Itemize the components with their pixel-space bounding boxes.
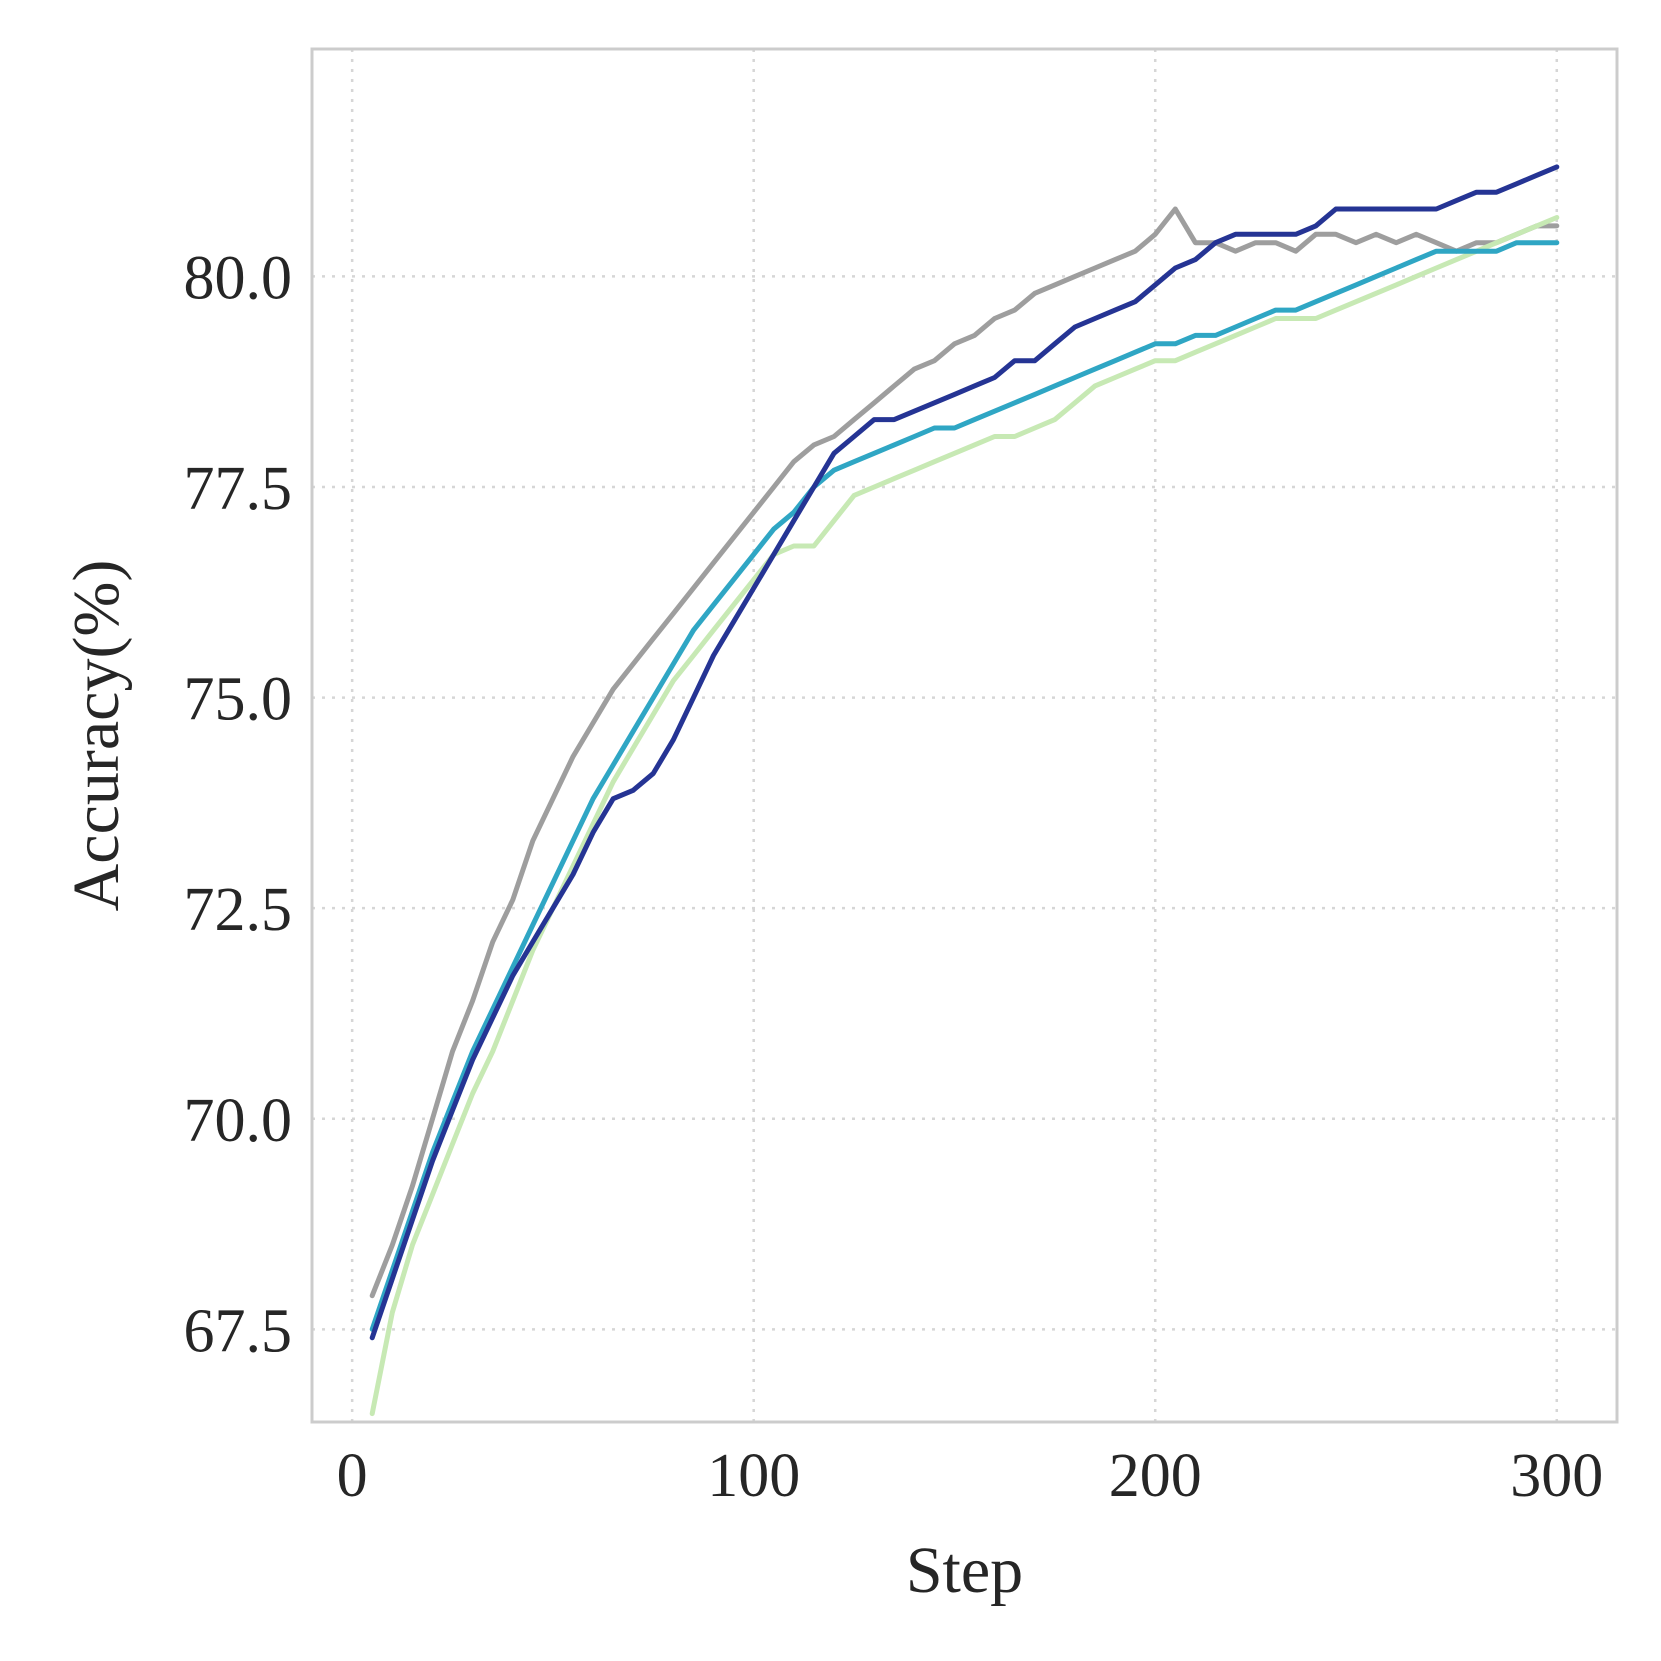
x-tick-labels: 0 100 200 300 — [337, 1442, 1604, 1510]
series-lines — [369, 164, 1560, 1417]
y-tick-label: 80.0 — [184, 244, 293, 312]
grid-lines — [312, 49, 1617, 1422]
y-tick-label: 77.5 — [184, 455, 293, 523]
x-tick-label: 100 — [707, 1442, 800, 1510]
y-tick-labels: 67.5 70.0 72.5 75.0 77.5 80.0 — [184, 244, 293, 1365]
y-axis-label: Accuracy(%) — [60, 560, 133, 912]
series-line-4 — [369, 164, 1560, 1341]
x-axis-label: Step — [906, 1534, 1023, 1607]
y-tick-label: 70.0 — [184, 1087, 293, 1155]
x-tick-label: 300 — [1510, 1442, 1603, 1510]
series-line-1 — [369, 206, 1560, 1299]
series-line-2 — [369, 215, 1560, 1417]
plot-frame — [310, 47, 1619, 1424]
x-tick-label: 0 — [337, 1442, 368, 1510]
x-tick-label: 200 — [1109, 1442, 1202, 1510]
y-tick-label: 67.5 — [184, 1297, 293, 1365]
y-tick-label: 72.5 — [184, 876, 293, 944]
series-line-3 — [369, 240, 1560, 1332]
y-tick-label: 75.0 — [184, 666, 293, 734]
